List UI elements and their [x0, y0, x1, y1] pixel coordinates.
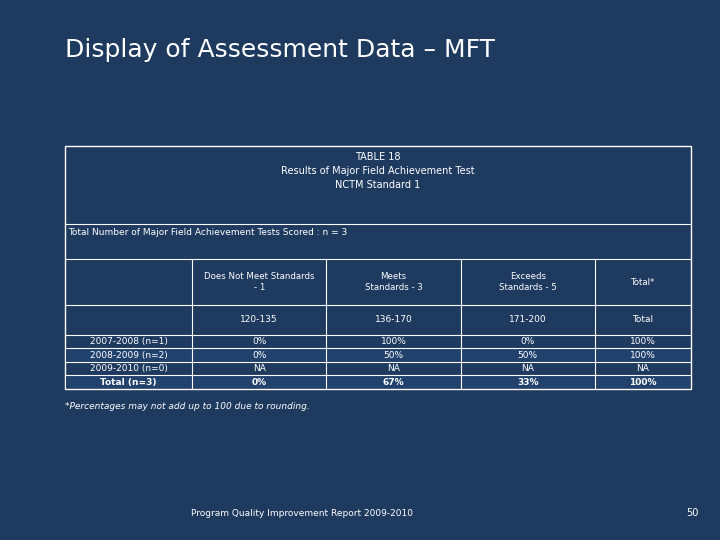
Text: NA: NA — [387, 364, 400, 373]
Text: Does Not Meet Standards
- 1: Does Not Meet Standards - 1 — [204, 273, 315, 292]
Text: Program Quality Improvement Report 2009-2010: Program Quality Improvement Report 2009-… — [192, 509, 413, 518]
Text: NCTM Standard 1: NCTM Standard 1 — [336, 180, 420, 191]
Text: 0%: 0% — [252, 350, 266, 360]
Text: 120-135: 120-135 — [240, 315, 278, 325]
Text: 0%: 0% — [252, 337, 266, 346]
Text: Total (n=3): Total (n=3) — [100, 377, 157, 387]
Text: NA: NA — [521, 364, 534, 373]
Text: Results of Major Field Achievement Test: Results of Major Field Achievement Test — [282, 166, 474, 177]
Bar — [65, 146, 691, 389]
Text: 100%: 100% — [630, 337, 656, 346]
Text: 100%: 100% — [381, 337, 406, 346]
Text: 2008-2009 (n=2): 2008-2009 (n=2) — [89, 350, 167, 360]
Text: *Percentages may not add up to 100 due to rounding.: *Percentages may not add up to 100 due t… — [65, 402, 310, 411]
Text: 100%: 100% — [630, 350, 656, 360]
Text: Total Number of Major Field Achievement Tests Scored : n = 3: Total Number of Major Field Achievement … — [68, 228, 348, 238]
Text: Total*: Total* — [631, 278, 655, 287]
Text: 50%: 50% — [384, 350, 403, 360]
Text: 2007-2008 (n=1): 2007-2008 (n=1) — [89, 337, 168, 346]
Text: NA: NA — [253, 364, 266, 373]
Text: 50%: 50% — [518, 350, 538, 360]
Text: Meets
Standards - 3: Meets Standards - 3 — [364, 273, 423, 292]
Text: Display of Assessment Data – MFT: Display of Assessment Data – MFT — [65, 38, 495, 62]
Text: NA: NA — [636, 364, 649, 373]
Bar — [66, 375, 690, 388]
Text: TABLE 18: TABLE 18 — [355, 152, 401, 163]
Text: 2009-2010 (n=0): 2009-2010 (n=0) — [89, 364, 168, 373]
Text: 100%: 100% — [629, 377, 657, 387]
Text: Exceeds
Standards - 5: Exceeds Standards - 5 — [499, 273, 557, 292]
Bar — [66, 348, 690, 361]
Text: 0%: 0% — [252, 377, 267, 387]
Text: 0%: 0% — [521, 337, 535, 346]
Text: 67%: 67% — [382, 377, 405, 387]
Text: 136-170: 136-170 — [374, 315, 413, 325]
Text: 33%: 33% — [517, 377, 539, 387]
Text: Total: Total — [632, 315, 654, 325]
Text: 50: 50 — [686, 508, 698, 518]
Text: 171-200: 171-200 — [509, 315, 546, 325]
